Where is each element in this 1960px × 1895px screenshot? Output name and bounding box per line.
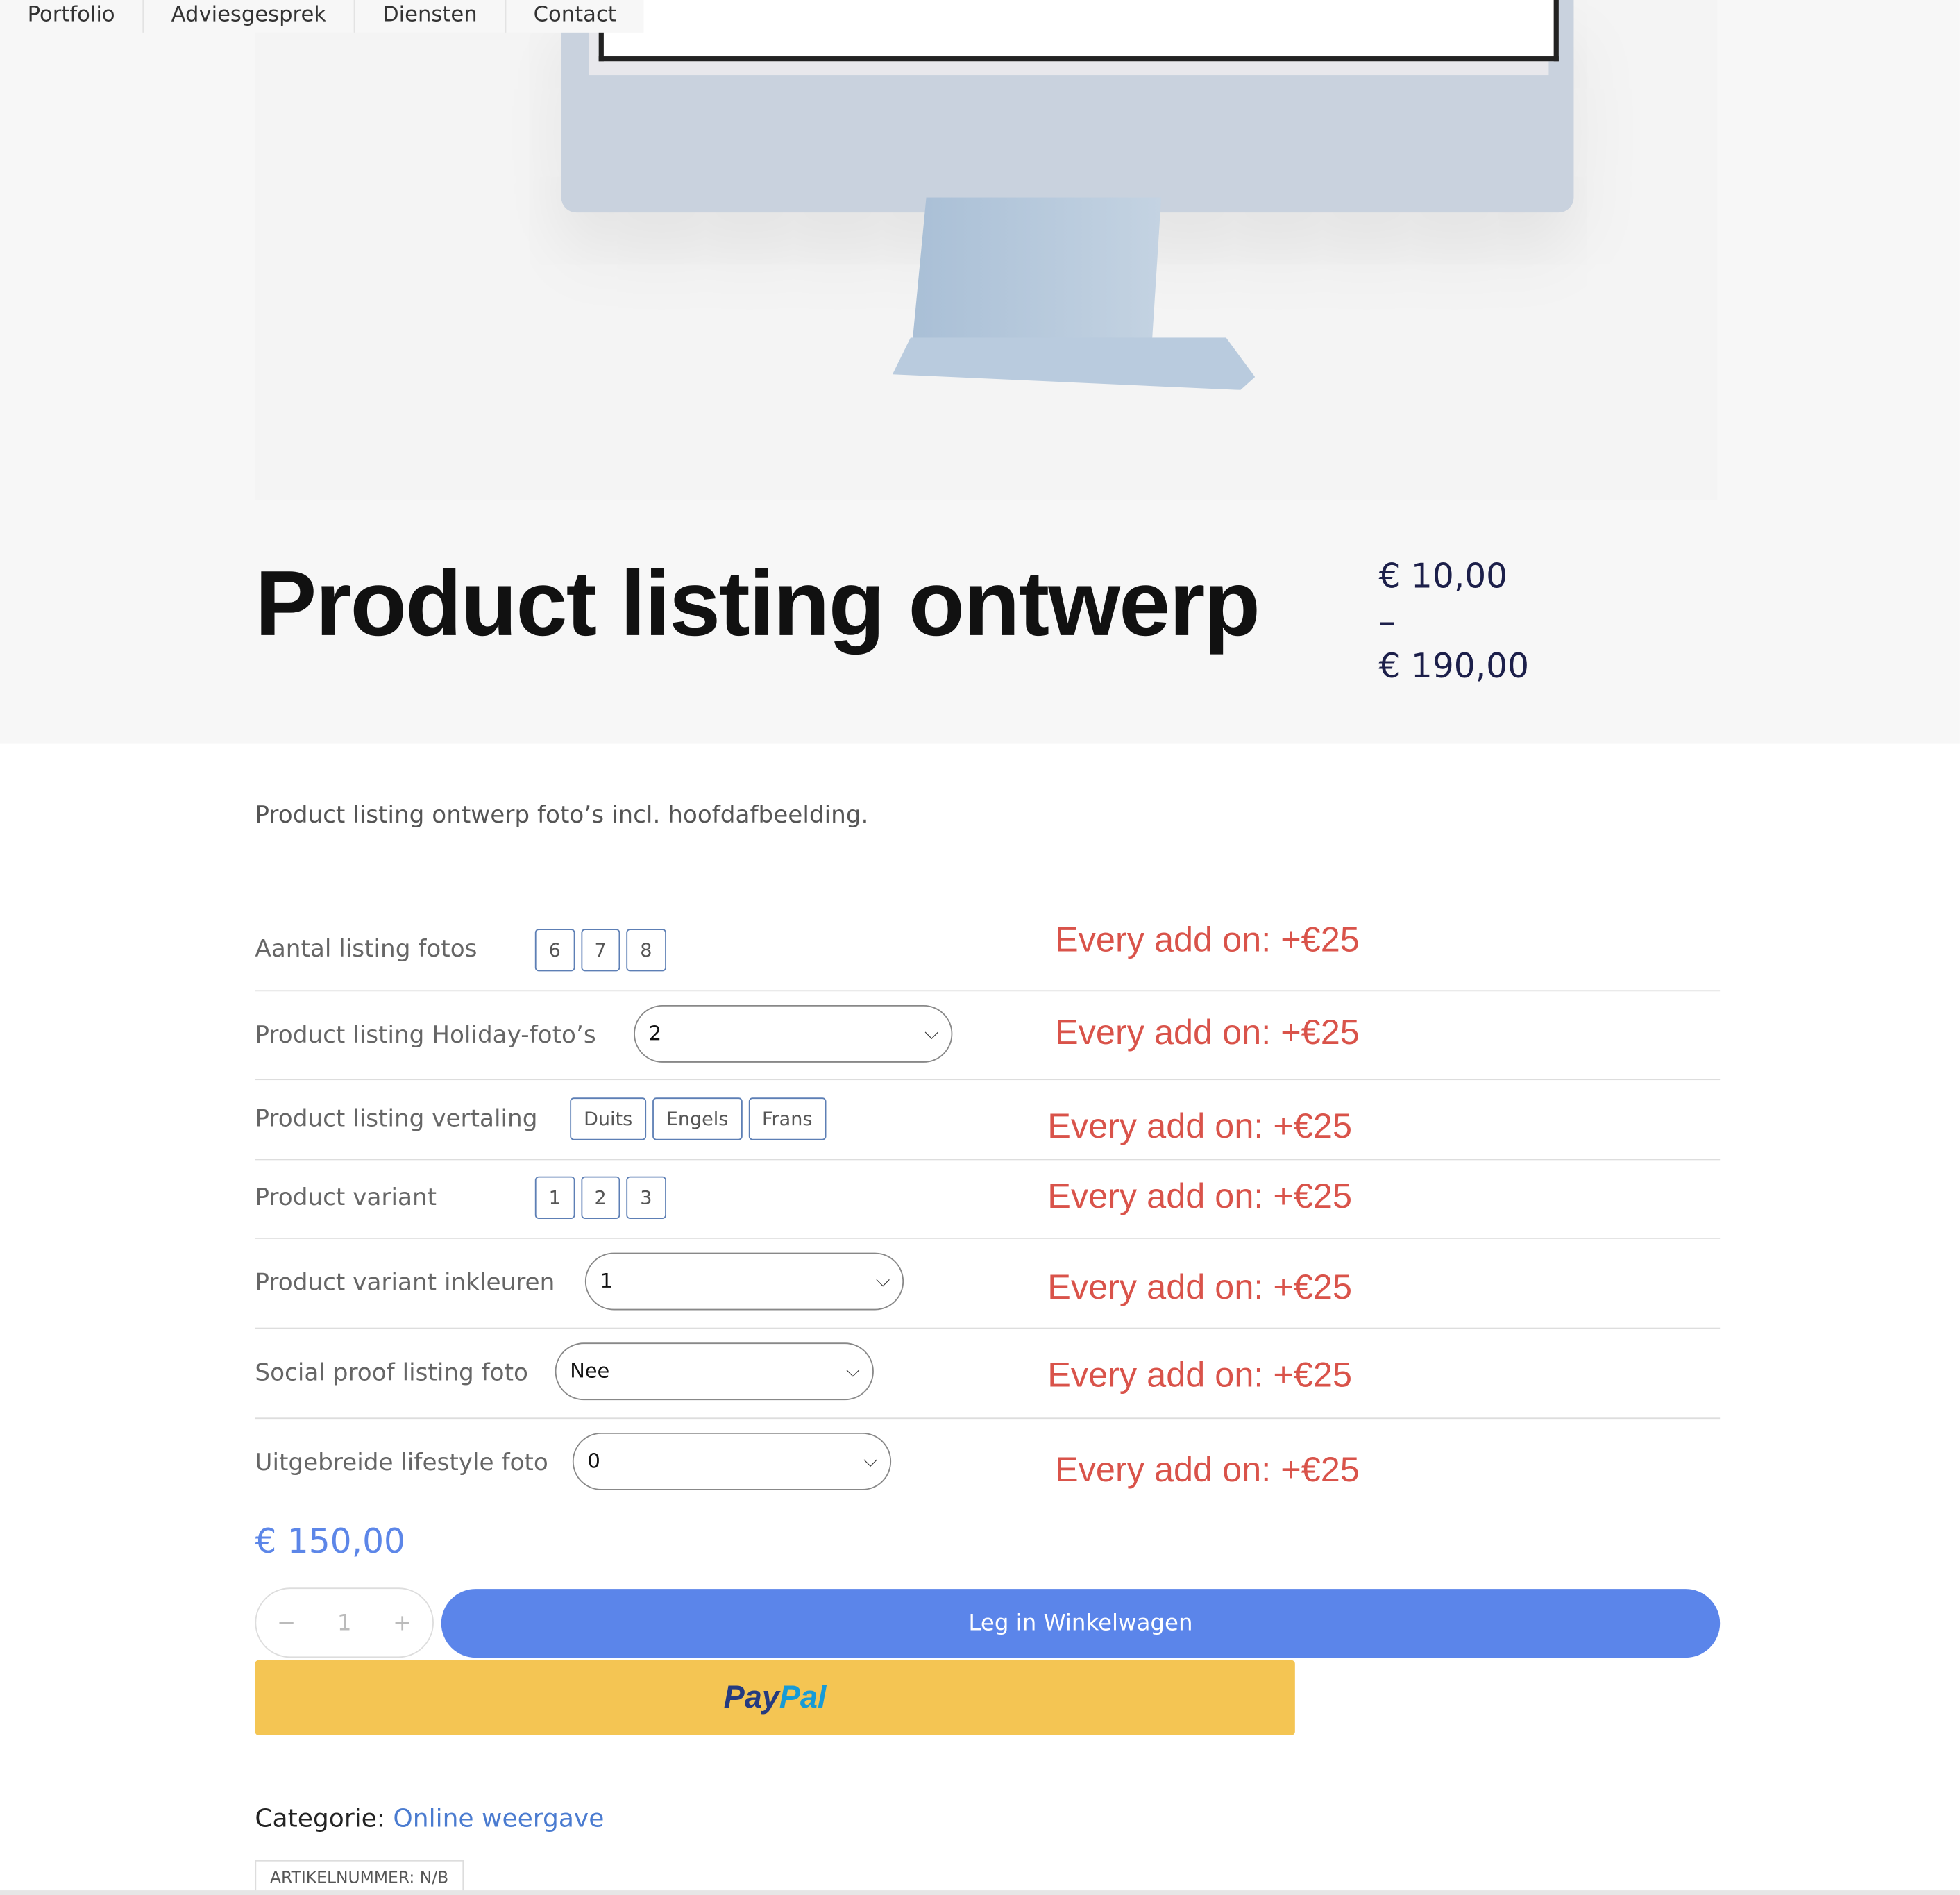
option-row: Uitgebreide lifestyle foto 0 ⌵ Every add … [255,1417,1720,1508]
swatch-8[interactable]: 8 [626,929,666,972]
swatch-6[interactable]: 6 [534,929,575,972]
option-label: Uitgebreide lifestyle foto [255,1449,548,1476]
chevron-down-icon: ⌵ [863,1449,878,1472]
product-image [255,0,1718,500]
social-proof-select[interactable]: Nee ⌵ [555,1342,874,1401]
increment-button[interactable]: + [393,1609,412,1636]
sku-badge: ARTIKELNUMMER: N/B [255,1860,464,1895]
addon-note: Every add on: +€25 [1055,1012,1360,1052]
addon-note: Every add on: +€25 [1055,1450,1360,1489]
quantity-stepper: − 1 + [255,1587,434,1658]
option-row: Social proof listing foto Nee ⌵ Every add… [255,1328,1721,1420]
paypal-logo-pal: Pal [779,1680,827,1715]
nav-contact[interactable]: Contact [533,2,616,28]
option-label: Product listing vertaling [255,1105,538,1133]
holiday-select[interactable]: 2 ⌵ [634,1005,953,1063]
addon-note: Every add on: +€25 [1047,1267,1353,1307]
price-max: € 190,00 [1378,647,1530,687]
decrement-button[interactable]: − [277,1609,296,1636]
chevron-down-icon: ⌵ [875,1269,890,1292]
chevron-down-icon: ⌵ [845,1358,861,1382]
nav-portfolio[interactable]: Portfolio [0,0,144,33]
option-row: Product listing vertaling Duits Engels F… [255,1079,1721,1161]
category-label: Categorie: [255,1803,394,1833]
swatch-engels[interactable]: Engels [652,1097,743,1140]
swatch-frans[interactable]: Frans [748,1097,827,1140]
option-row: Product variant inkleuren 1 ⌵ Every add o… [255,1238,1721,1329]
select-value: Nee [570,1358,610,1383]
select-value: 2 [648,1021,662,1045]
select-value: 1 [600,1269,613,1293]
divider [0,1890,1960,1895]
category: Categorie: Online weergave [255,1803,604,1833]
addon-note: Every add on: +€25 [1055,920,1360,959]
paypal-logo-pay: Pay [723,1680,779,1715]
top-nav: Portfolio Adviesgesprek Diensten Contact [0,0,644,33]
swatch-7[interactable]: 7 [580,929,620,972]
nav-adviesgesprek[interactable]: Adviesgesprek [144,0,355,33]
price-range: € 10,00 – € 190,00 [1379,555,1530,691]
addon-note: Every add on: +€25 [1047,1355,1353,1395]
option-label: Product variant [255,1184,437,1212]
monitor-illustration [561,0,1574,213]
page-title: Product listing ontwerp [255,551,1260,655]
add-to-cart-button[interactable]: Leg in Winkelwagen [441,1589,1721,1658]
category-link[interactable]: Online weergave [393,1803,605,1833]
option-label: Social proof listing foto [255,1358,528,1387]
paypal-button[interactable]: PayPal [255,1660,1295,1735]
swatch-2[interactable]: 2 [580,1176,620,1219]
option-row: Aantal listing fotos 6 7 8 Every add on:… [255,900,1721,992]
select-value: 0 [587,1449,600,1473]
lifestyle-select[interactable]: 0 ⌵ [572,1432,892,1490]
price-separator: – [1378,603,1396,641]
option-label: Product listing Holiday-foto’s [255,1021,596,1050]
inkleuren-select[interactable]: 1 ⌵ [584,1252,904,1311]
total-price: € 150,00 [255,1522,405,1562]
chevron-down-icon: ⌵ [924,1021,939,1044]
addon-note: Every add on: +€25 [1047,1106,1353,1145]
swatch-3[interactable]: 3 [626,1176,666,1219]
swatch-duits[interactable]: Duits [570,1097,646,1140]
addon-note: Every add on: +€25 [1047,1176,1353,1215]
option-row: Product variant 1 2 3 Every add on: +€25 [255,1159,1721,1239]
option-label: Aantal listing fotos [255,935,478,963]
product-description: Product listing ontwerp foto’s incl. hoo… [255,801,869,829]
price-min: € 10,00 [1378,557,1508,597]
option-row: Product listing Holiday-foto’s 2 ⌵ Every … [255,990,1721,1081]
quantity-input[interactable]: 1 [337,1609,352,1636]
product-hero: Portfolio Adviesgesprek Diensten Contact… [0,0,1960,744]
swatch-1[interactable]: 1 [534,1176,575,1219]
option-label: Product variant inkleuren [255,1269,555,1297]
nav-diensten[interactable]: Diensten [355,0,507,33]
